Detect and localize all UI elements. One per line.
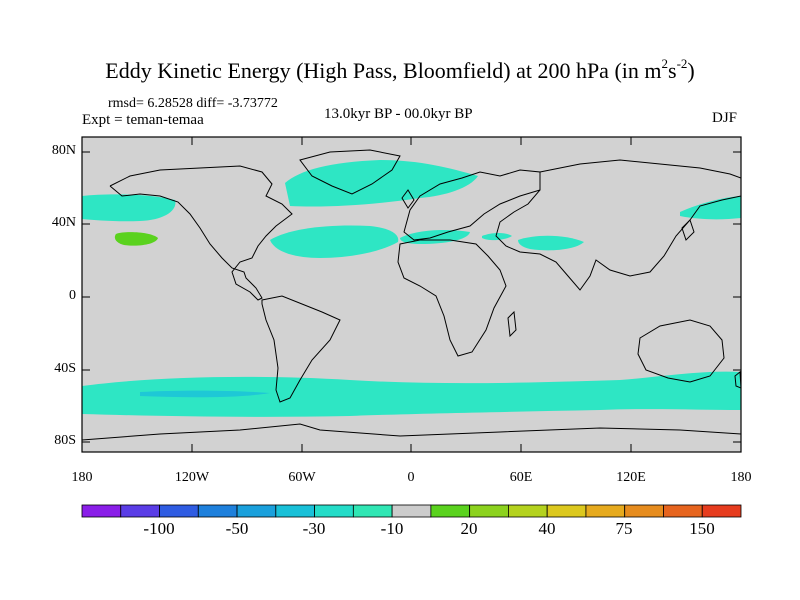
australia-coast (637, 319, 725, 383)
lon-label-120e: 120E (616, 470, 646, 485)
japan-coast (681, 219, 695, 241)
colorbar-label: -100 (143, 519, 175, 538)
colorbar-label: -10 (380, 519, 404, 538)
stats-line: rmsd= 6.28528 diff= -3.73772 (108, 96, 278, 111)
lon-label-120w: 120W (174, 470, 210, 485)
colorbar-label: 20 (460, 519, 478, 538)
north-atlantic-band (285, 160, 478, 207)
colorbar-swatch (120, 504, 160, 518)
south-asia-band (518, 235, 584, 251)
title-text: Eddy Kinetic Energy (High Pass, Bloomfie… (105, 58, 662, 83)
colorbar-swatch (585, 504, 626, 518)
lat-label-40s: 40S (54, 361, 76, 376)
colorbar-swatch (391, 504, 432, 518)
lat-label-40n: 40N (51, 215, 76, 230)
experiment-label: Expt = teman-temaa (82, 112, 204, 128)
title-mid: s (668, 58, 677, 83)
colorbar (81, 504, 742, 518)
lon-label-0: 0 (407, 470, 415, 485)
lon-label-60w: 60W (288, 470, 316, 485)
uk-coast (401, 189, 415, 209)
anomaly-fields (82, 160, 741, 417)
colorbar-swatch (159, 504, 199, 518)
north-pacific-west-band (82, 194, 176, 222)
north-america-coast (109, 165, 293, 301)
lat-label-0: 0 (69, 288, 76, 303)
greenland-coast (299, 149, 401, 195)
lat-label-80n: 80N (51, 143, 76, 158)
colorbar-swatch (469, 504, 509, 518)
period-label: 13.0kyr BP - 00.0kyr BP (324, 106, 473, 122)
colorbar-swatch (352, 504, 393, 518)
asia-coast (495, 159, 741, 291)
colorbar-swatch (236, 504, 277, 518)
colorbar-swatch (701, 504, 742, 518)
axis-ticks (82, 137, 741, 452)
plot-title: Eddy Kinetic Energy (High Pass, Bloomfie… (0, 55, 800, 84)
colorbar-swatch (430, 504, 471, 518)
colorbar-swatch (81, 504, 122, 518)
new-zealand-coast (734, 371, 741, 389)
title-sup-1: 2 (661, 55, 669, 71)
colorbar-swatch (314, 504, 354, 518)
colorbar-swatch (624, 504, 664, 518)
lon-label-60e: 60E (509, 470, 533, 485)
map-plot-area (82, 137, 741, 452)
north-pacific-positive (114, 232, 158, 246)
title-end: ) (687, 58, 695, 83)
madagascar-coast (507, 310, 517, 338)
coastlines (82, 149, 741, 441)
colorbar-swatch (275, 504, 315, 518)
colorbar-label: -30 (302, 519, 326, 538)
colorbar-label: 150 (689, 519, 715, 538)
season-label: DJF (712, 110, 738, 126)
lon-label-180w: 180 (71, 470, 93, 485)
colorbar-swatch (546, 504, 587, 518)
antarctica-coast (82, 423, 741, 441)
colorbar-swatch (197, 504, 238, 518)
colorbar-swatch (508, 504, 548, 518)
lat-label-80s: 80S (54, 433, 76, 448)
colorbar-label: 40 (538, 519, 556, 538)
south-america-coast (261, 295, 341, 403)
colorbar-label: 75 (615, 519, 633, 538)
subtropical-atlantic-band (270, 225, 399, 258)
title-sup-2: -2 (676, 55, 688, 71)
southern-ocean-band (82, 371, 741, 417)
colorbar-swatch (663, 504, 703, 518)
lon-label-180e: 180 (730, 470, 752, 485)
colorbar-label: -50 (225, 519, 249, 538)
southern-ocean-core (140, 390, 270, 398)
africa-coast (397, 239, 507, 357)
